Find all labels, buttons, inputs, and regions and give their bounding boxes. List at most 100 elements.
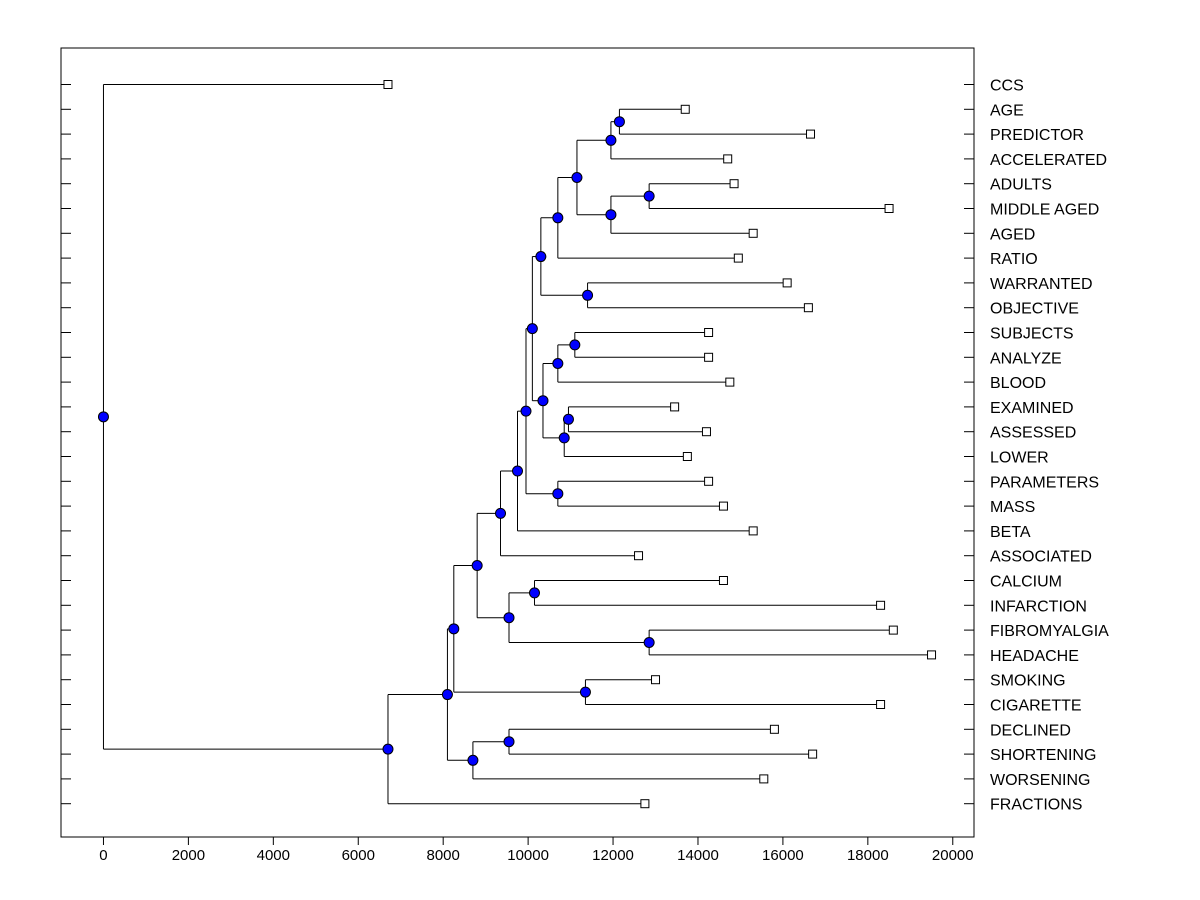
x-tick-label: 0 <box>99 847 107 864</box>
plot-frame <box>60 47 975 838</box>
leaf-label: PREDICTOR <box>990 127 1084 144</box>
leaf-marker <box>927 650 937 660</box>
branch-lines <box>102 84 932 805</box>
merge-nodes <box>97 116 655 766</box>
leaf-label: PARAMETERS <box>990 474 1099 491</box>
plot-border <box>60 47 975 838</box>
merge-node-marker <box>520 405 532 417</box>
leaf-label: ADULTS <box>990 177 1052 194</box>
merge-node-marker <box>448 623 460 635</box>
leaf-marker <box>884 204 894 213</box>
leaf-label: MIDDLE AGED <box>990 202 1099 219</box>
x-tick-label: 20000 <box>932 847 974 864</box>
merge-node-marker <box>467 754 479 766</box>
leaf-label: SUBJECTS <box>990 326 1074 343</box>
merge-node-marker <box>512 465 523 477</box>
leaf-marker <box>383 80 393 89</box>
x-tick-label: 2000 <box>172 847 205 864</box>
leaf-marker <box>725 377 735 387</box>
leaf-label: OBJECTIVE <box>990 301 1079 318</box>
leaf-label: INFARCTION <box>990 598 1087 615</box>
merge-node-marker <box>503 612 515 624</box>
merge-node-marker <box>579 686 591 698</box>
merge-node-marker <box>605 209 617 221</box>
leaf-label: ASSOCIATED <box>990 549 1092 566</box>
merge-node-marker <box>643 190 655 202</box>
x-tick-label: 16000 <box>762 847 804 864</box>
leaf-marker <box>876 700 886 709</box>
leaf-label: SHORTENING <box>990 747 1096 764</box>
leaf-label: CALCIUM <box>990 574 1062 591</box>
leaf-marker <box>634 551 644 561</box>
merge-node-marker <box>562 413 574 425</box>
x-axis: 0 2000 4000 6000 8000 10000 12000 14000 16000 180… <box>99 837 974 864</box>
leaf-label: RATIO <box>990 251 1038 268</box>
leaf-label: DECLINED <box>990 722 1071 739</box>
leaf-label: WORSENING <box>990 772 1090 789</box>
x-tick-label: 6000 <box>342 847 375 864</box>
leaf-label: BETA <box>990 524 1031 541</box>
x-tick-label: 8000 <box>426 847 459 864</box>
x-tick-label: 18000 <box>847 847 889 864</box>
leaf-marker <box>729 179 739 189</box>
leaf-labels: CCS AGE PREDICTOR ACCELERATED ADULTS MIDDLE A… <box>990 78 1109 814</box>
merge-node-marker <box>552 358 564 369</box>
x-tick-label: 12000 <box>592 847 634 864</box>
leaf-marker <box>640 799 650 809</box>
leaf-marker <box>803 303 813 313</box>
merge-node-marker <box>582 289 594 301</box>
leaf-marker <box>733 253 743 263</box>
leaf-markers <box>383 80 937 809</box>
leaf-marker <box>651 675 661 685</box>
leaf-label: AGED <box>990 226 1035 243</box>
merge-node-marker <box>503 736 515 748</box>
leaf-marker <box>680 104 690 114</box>
leaf-marker <box>748 526 758 536</box>
leaf-label: FIBROMYALGIA <box>990 623 1109 640</box>
leaf-marker <box>806 129 816 139</box>
leaf-marker <box>748 228 758 238</box>
leaf-label: ASSESSED <box>990 425 1076 442</box>
merge-node-marker <box>528 587 540 599</box>
leaf-marker <box>769 724 779 734</box>
merge-node-marker <box>605 134 617 146</box>
leaf-label: LOWER <box>990 450 1049 467</box>
leaf-marker <box>704 476 714 486</box>
leaf-marker <box>704 328 714 337</box>
leaf-label: WARRANTED <box>990 276 1093 293</box>
merge-node-marker <box>643 637 655 648</box>
leaf-marker <box>682 452 692 461</box>
leaf-label: AGE <box>990 102 1024 119</box>
leaf-marker <box>723 154 733 164</box>
merge-node-marker <box>552 212 564 224</box>
leaf-label: CIGARETTE <box>990 698 1082 715</box>
leaf-marker <box>701 427 711 437</box>
leaf-label: SMOKING <box>990 673 1066 690</box>
leaf-label: EXAMINED <box>990 400 1074 417</box>
merge-node-marker <box>571 172 583 183</box>
merge-node-marker <box>495 507 507 519</box>
merge-node-marker <box>382 743 394 755</box>
merge-node-marker <box>441 689 453 701</box>
leaf-marker <box>876 600 886 610</box>
leaf-marker <box>670 402 680 412</box>
x-tick-label: 14000 <box>677 847 719 864</box>
merge-node-marker <box>97 411 109 423</box>
leaf-label: FRACTIONS <box>990 797 1082 814</box>
leaf-label: CCS <box>990 78 1024 95</box>
leaf-label: MASS <box>990 499 1035 516</box>
leaf-label: BLOOD <box>990 375 1046 392</box>
leaf-marker <box>782 278 792 288</box>
leaf-label: ACCELERATED <box>990 152 1107 169</box>
x-tick-label: 4000 <box>257 847 290 864</box>
leaf-marker <box>704 352 714 362</box>
leaf-marker <box>718 501 728 511</box>
merge-node-marker <box>526 323 538 335</box>
leaf-label: HEADACHE <box>990 648 1079 665</box>
x-tick-label: 10000 <box>507 847 549 864</box>
merge-node-marker <box>552 488 564 500</box>
leaf-marker <box>759 774 769 784</box>
leaf-marker <box>888 625 898 635</box>
merge-node-marker <box>537 395 549 407</box>
